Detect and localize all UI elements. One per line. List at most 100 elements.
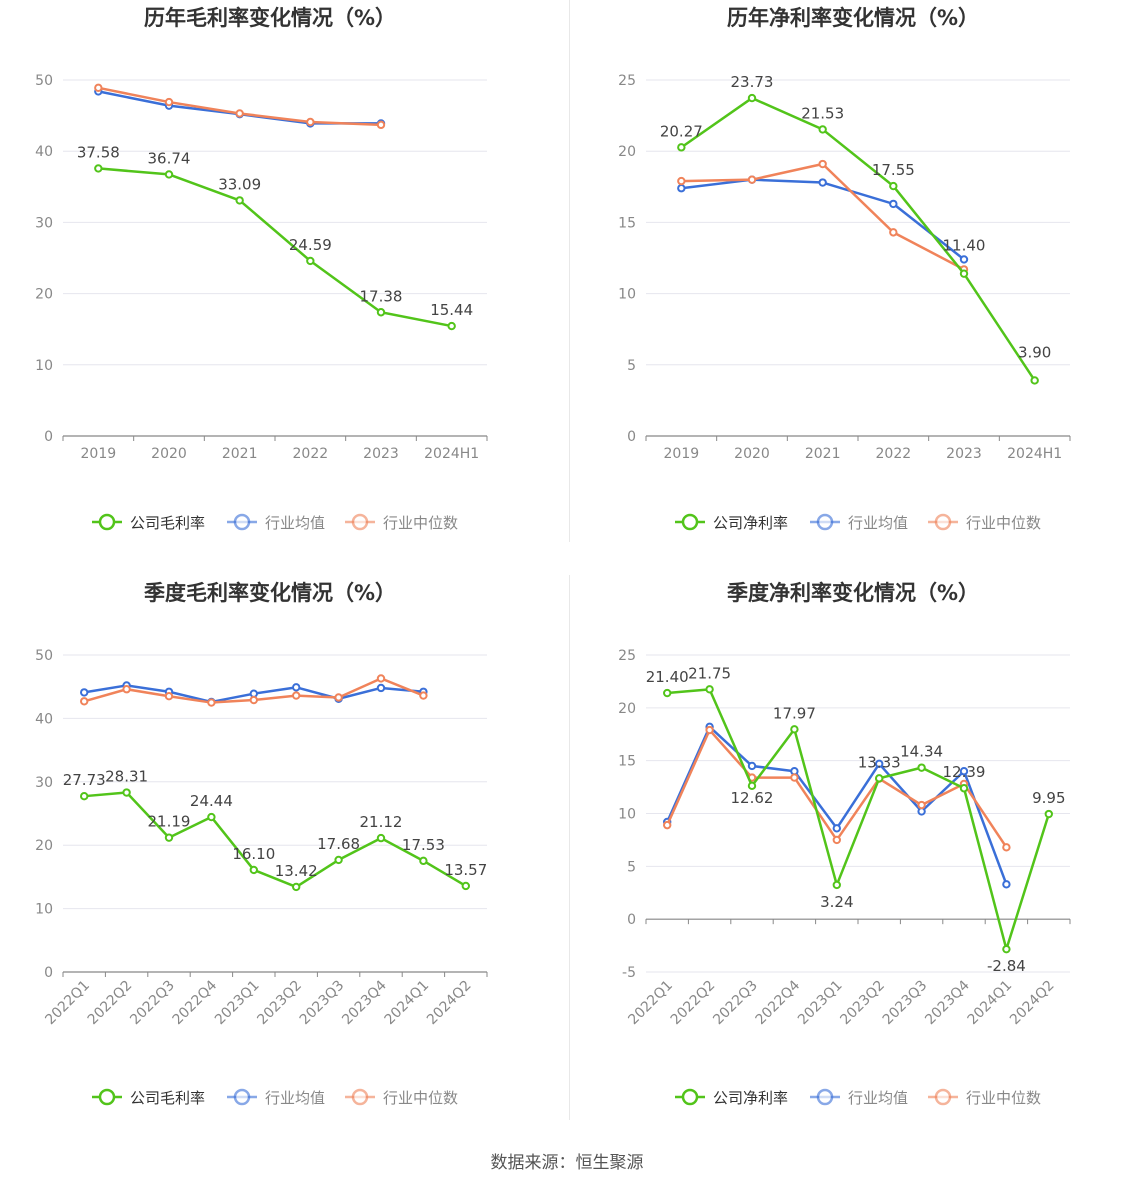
data-point-company <box>663 688 672 698</box>
legend-label: 行业均值 <box>265 1089 325 1107</box>
y-tick-label: 50 <box>35 73 53 89</box>
series-line-company <box>84 791 467 889</box>
bottom-divider <box>569 575 570 1120</box>
legend-item: 行业均值 <box>227 513 325 532</box>
chart-title: 季度净利率变化情况（%） <box>727 581 979 605</box>
x-tick-label: 2022Q3 <box>710 978 761 1029</box>
legend: 公司毛利率 行业均值 行业中位数 <box>92 1088 458 1107</box>
data-point-median <box>1002 843 1011 852</box>
legend-swatch-marker <box>233 513 251 531</box>
data-point-median <box>122 685 131 694</box>
data-point-company <box>376 308 386 317</box>
data-point-company <box>889 181 898 191</box>
legend: 公司净利率 行业均值 行业中位数 <box>675 1088 1041 1107</box>
y-tick-label: 10 <box>618 807 636 823</box>
y-tick-label: 50 <box>35 648 53 664</box>
data-label: 9.95 <box>1032 789 1065 807</box>
data-point-median <box>705 725 714 735</box>
legend-item: 公司净利率 <box>675 1088 788 1107</box>
legend-label: 公司毛利率 <box>130 1089 205 1107</box>
legend-item: 行业中位数 <box>345 513 458 532</box>
data-label: 13.42 <box>275 862 318 880</box>
data-point-company <box>917 763 926 772</box>
y-tick-label: 0 <box>44 965 53 981</box>
quarterly-net-margin-chart: 季度净利率变化情况（%） -5 0 5 10 15 20 25 2022Q1 2022Q2 2022… <box>583 575 1134 1125</box>
data-label: -2.84 <box>987 957 1026 975</box>
data-point-median <box>164 692 174 701</box>
data-point-avg <box>875 759 884 769</box>
x-tick-label: 2024Q2 <box>1007 978 1058 1029</box>
y-tick-label: 10 <box>618 287 636 303</box>
x-tick-label: 2023Q4 <box>339 977 390 1028</box>
data-point-company <box>677 143 686 152</box>
data-point-avg <box>376 683 386 693</box>
data-point-company <box>959 784 969 793</box>
x-tick-label: 2024Q1 <box>965 978 1016 1029</box>
data-label: 12.62 <box>731 789 774 807</box>
data-point-company <box>235 196 244 205</box>
x-tick-label: 2022Q2 <box>85 978 136 1029</box>
data-point-avg <box>959 767 969 776</box>
data-point-median <box>94 83 103 93</box>
data-point-company <box>376 833 386 843</box>
data-point-company <box>832 880 842 890</box>
y-tick-label: 5 <box>627 859 636 875</box>
y-tick-label: 40 <box>35 144 53 160</box>
data-label: 13.33 <box>858 753 901 771</box>
y-tick-label: 0 <box>44 429 53 445</box>
data-point-company <box>747 781 757 791</box>
chart-svg: 历年净利率变化情况（%） 0 5 10 15 20 25 2019 2020 2021 2022 20… <box>618 6 1071 532</box>
legend-item: 行业中位数 <box>928 1088 1041 1107</box>
data-point-median <box>790 773 799 782</box>
data-point-median <box>249 695 259 705</box>
data-point-median <box>334 693 343 702</box>
series-line-median <box>98 86 382 127</box>
legend-swatch-marker <box>233 1088 251 1106</box>
legend-item: 公司毛利率 <box>92 513 205 532</box>
data-point-median <box>677 176 686 186</box>
legend-swatch-marker <box>98 513 116 531</box>
data-point-avg <box>959 255 969 264</box>
data-point-median <box>292 691 301 700</box>
legend-item: 行业均值 <box>810 513 908 532</box>
data-point-company <box>790 725 799 734</box>
data-point-avg <box>677 184 686 193</box>
y-tick-label: 15 <box>618 754 636 770</box>
data-label: 36.74 <box>148 149 191 167</box>
chart-title: 历年毛利率变化情况（%） <box>144 6 396 30</box>
data-label: 24.59 <box>289 236 332 254</box>
legend-item: 行业中位数 <box>345 1088 458 1107</box>
legend-label: 行业中位数 <box>383 1089 458 1107</box>
legend-item: 公司净利率 <box>675 513 788 532</box>
x-tick-label: 2020 <box>734 446 770 462</box>
chart-title: 历年净利率变化情况（%） <box>727 6 979 30</box>
y-tick-label: 30 <box>35 215 53 231</box>
y-tick-label: 15 <box>618 215 636 231</box>
data-label: 33.09 <box>218 175 261 193</box>
legend-swatch-marker <box>351 513 369 531</box>
data-label: 16.10 <box>232 845 275 863</box>
data-point-company <box>249 865 259 875</box>
data-point-company <box>959 269 969 278</box>
x-tick-label: 2022Q2 <box>668 978 719 1029</box>
x-tick-label: 2023Q1 <box>212 978 263 1029</box>
data-point-company <box>164 833 174 842</box>
legend: 公司净利率 行业均值 行业中位数 <box>675 513 1041 532</box>
data-label: 14.34 <box>900 743 943 761</box>
x-tick-label: 2023Q2 <box>254 978 305 1029</box>
data-label: 15.44 <box>430 301 473 319</box>
legend-label: 行业中位数 <box>966 1089 1041 1107</box>
x-tick-label: 2022Q1 <box>42 978 93 1029</box>
y-tick-label: -5 <box>622 965 636 981</box>
chart-svg: 季度毛利率变化情况（%）010203040502022Q12022Q22022Q… <box>35 581 488 1107</box>
data-label: 17.55 <box>872 161 915 179</box>
x-tick-label: 2023Q4 <box>922 977 973 1028</box>
data-point-median <box>663 820 672 830</box>
legend-swatch-marker <box>934 1088 952 1106</box>
data-label: 21.40 <box>646 668 689 686</box>
data-label: 23.73 <box>731 73 774 91</box>
x-tick-label: 2024Q2 <box>424 978 475 1029</box>
legend-item: 行业均值 <box>227 1088 325 1107</box>
y-tick-label: 20 <box>35 287 53 303</box>
data-point-company <box>80 791 89 801</box>
